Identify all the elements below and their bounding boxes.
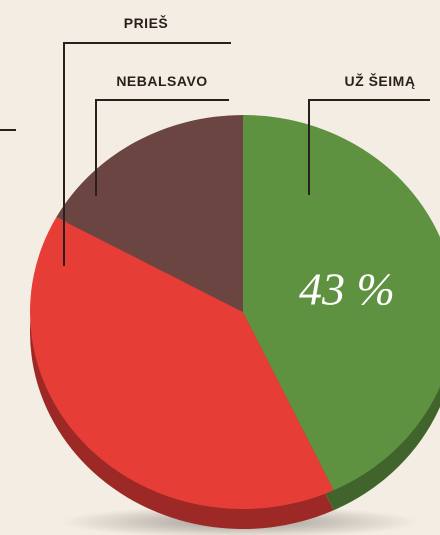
slice [56, 115, 243, 312]
data-label: 43 % [299, 264, 395, 315]
category-label: NEBALSAVO [116, 73, 207, 89]
leader-line [63, 42, 231, 266]
pie [29, 115, 440, 529]
leader-line [308, 99, 430, 195]
slice [29, 217, 334, 509]
category-label: UŽ ŠEIMĄ [345, 72, 416, 89]
leader-line [95, 99, 229, 196]
slice [243, 115, 440, 491]
category-label: PRIEŠ [124, 14, 169, 31]
